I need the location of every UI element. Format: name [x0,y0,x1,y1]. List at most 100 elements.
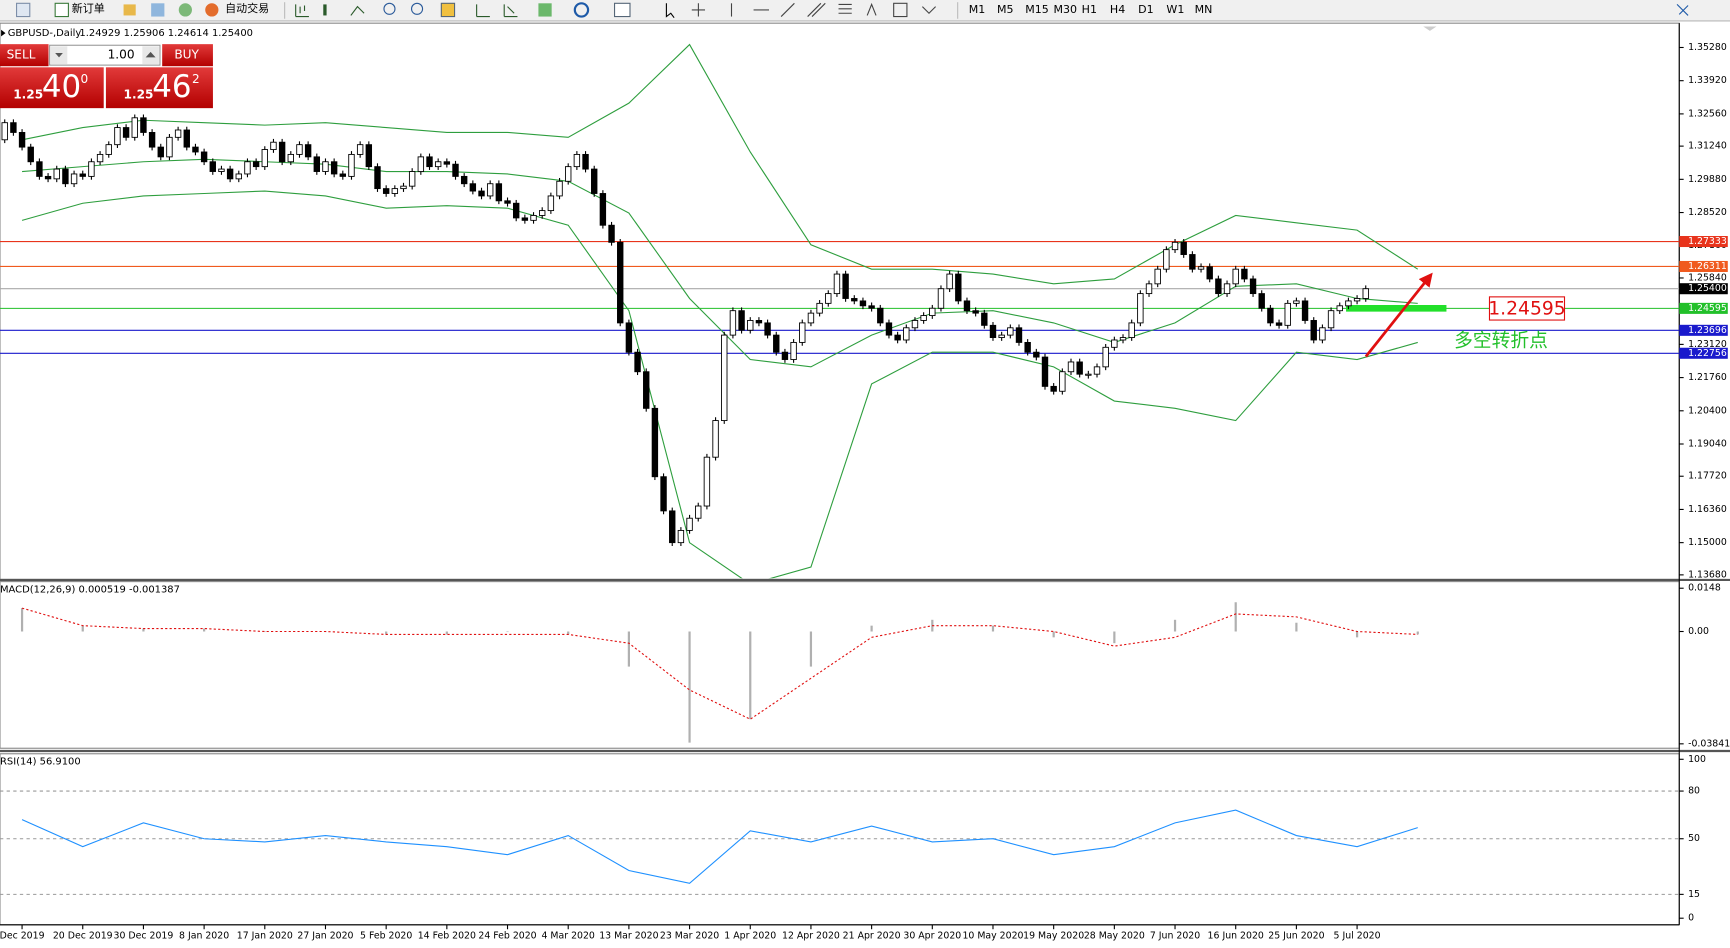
cursor-icon[interactable] [665,3,675,18]
line-chart-icon[interactable] [350,5,365,16]
candle-body [1197,266,1205,270]
price-tick-label: 1.16360 [1688,504,1727,515]
templates-icon[interactable] [613,2,631,18]
price-callout-box [1488,296,1566,321]
arrows-icon[interactable] [921,6,937,15]
price-tick-label: 1.17720 [1688,471,1727,482]
candle-body [235,173,242,180]
sell-price-box[interactable] [0,67,104,109]
candle-body [1215,278,1222,295]
shift-icon[interactable] [503,4,518,18]
sell-button[interactable] [0,44,49,67]
toolbar-icon[interactable] [123,4,136,16]
zoom-in-icon[interactable] [383,2,396,15]
macd-bar [991,625,995,632]
channel-icon[interactable] [807,2,826,17]
new-order-button[interactable]: 新订单 [72,1,105,15]
candle-body [18,132,26,148]
timeframe-button[interactable]: M15 [1025,3,1049,16]
new-order-icon[interactable] [54,2,69,18]
rsi-tick-label: 50 [1688,833,1700,844]
trendline-icon[interactable] [780,2,795,17]
candle-body [591,168,598,194]
candle-body [1119,337,1127,341]
candle-body [1345,300,1352,307]
candle-body [296,144,303,155]
candle-body [582,153,589,170]
candle-body [348,153,355,177]
date-label: 16 Jun 2020 [1208,930,1264,941]
sell-price-pips: 40 [42,69,81,105]
date-label: 25 Jun 2020 [1268,930,1324,941]
candle-body [287,153,295,163]
sell-label[interactable]: SELL [7,48,36,62]
zoom-out-icon[interactable] [410,2,424,15]
price-tick-label: 1.20400 [1688,405,1727,416]
candle-body [62,168,69,185]
tile-icon[interactable] [440,2,456,18]
volume-value[interactable]: 1.00 [108,48,135,62]
timeframe-button[interactable]: W1 [1166,3,1184,16]
timeframe-button[interactable]: M1 [969,3,986,16]
toolbar-icon[interactable] [151,3,165,17]
candle-body [686,517,693,531]
timeframe-button[interactable]: H4 [1110,3,1125,16]
candle-body [625,322,633,353]
candle-body [1050,385,1057,392]
macd-bar [1295,622,1298,632]
price-tick-label: 1.23120 [1688,339,1727,350]
periods-icon[interactable] [573,2,590,18]
macd-bar [263,631,266,633]
buy-label[interactable]: BUY [174,48,199,62]
window-icon[interactable] [1676,4,1689,16]
candle-body [851,298,858,302]
level-price-tag [1679,302,1728,314]
axes: 1.35280 1.33920 1.32560 1.31240 1.29880 1.285… [0,42,1730,941]
candle-body [677,529,685,544]
timeframe-button[interactable]: M30 [1053,3,1077,16]
candle-body [469,183,477,192]
text-icon[interactable] [866,2,877,16]
volume-input[interactable] [49,44,161,66]
date-label: 17 Jan 2020 [237,930,293,941]
fibo-icon[interactable] [838,3,852,14]
level-price-tag [1679,347,1728,359]
date-label: 5 Jul 2020 [1334,930,1381,941]
candle-body [703,456,711,507]
candle-body [339,173,347,177]
auto-trading-icon[interactable] [205,3,219,17]
bar-chart-icon[interactable] [295,4,309,18]
candle-body [530,215,537,221]
timeframe-button[interactable]: H1 [1082,3,1097,16]
candle-body [1163,249,1170,270]
candle-icon[interactable] [323,4,327,16]
candle-body [261,149,268,168]
toolbar-icon[interactable] [178,3,192,17]
candle-body [1007,327,1014,336]
candle-body [1033,351,1040,358]
auto-trading-button[interactable]: 自动交易 [225,1,269,15]
date-label: 10 May 2020 [962,930,1023,941]
macd-bar [506,631,509,633]
buy-price-box[interactable] [105,67,213,109]
timeframe-button[interactable]: D1 [1138,3,1153,16]
candle-body [166,136,173,158]
indicators-icon[interactable] [538,3,552,17]
toolbar-icon[interactable] [15,2,31,18]
timeframe-button[interactable]: MN [1195,3,1213,16]
rsi-plot [0,790,1680,895]
candle-body [721,334,728,422]
label-icon[interactable] [893,2,908,18]
candle-body [1189,254,1196,270]
level-price-label: 1.27333 [1688,236,1727,247]
ohlc-header: 1.24929 1.25906 1.24614 1.25400 [79,28,253,39]
candle-body [1067,361,1075,373]
autoscroll-icon[interactable] [476,4,490,18]
price-tick-label: 1.19040 [1688,439,1727,450]
timeframe-button[interactable]: M5 [997,3,1014,16]
candle-body [963,300,971,312]
level-price-tag [1679,324,1728,336]
crosshair-icon[interactable] [691,3,706,17]
price-tick-label: 1.25840 [1688,272,1727,283]
buy-button[interactable] [162,44,213,67]
